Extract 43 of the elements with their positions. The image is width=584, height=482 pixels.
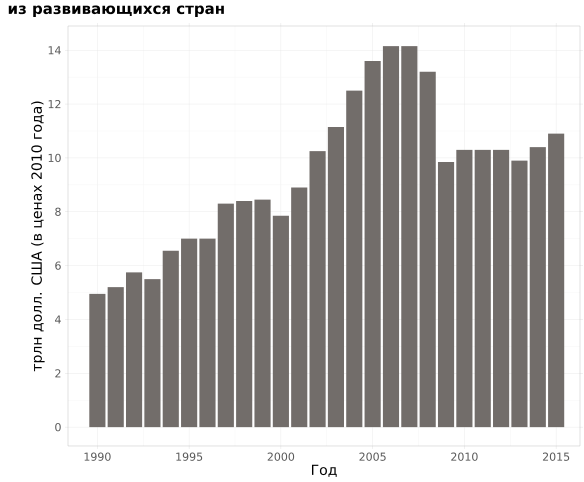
bar <box>291 188 308 428</box>
bar <box>420 72 436 428</box>
y-tick-label: 4 <box>55 315 61 324</box>
y-tick-label: 14 <box>48 46 61 54</box>
bar <box>181 238 198 428</box>
y-tick-label: 0 <box>55 422 61 432</box>
bar <box>310 151 326 428</box>
bar <box>254 200 271 428</box>
x-tick-label: 1995 <box>176 452 202 461</box>
bar <box>456 150 472 428</box>
bar <box>511 160 528 428</box>
y-tick-label: 10 <box>48 154 61 162</box>
bar <box>346 90 362 428</box>
bar <box>108 287 124 428</box>
x-tick-label: 1990 <box>84 452 111 461</box>
bar <box>530 147 546 428</box>
y-tick-label: 8 <box>55 208 61 216</box>
bar <box>272 216 289 428</box>
bar <box>548 134 564 428</box>
bar <box>493 150 510 428</box>
y-axis-title: трлн долл. США (в ценах 2010 года) <box>31 102 45 372</box>
bar <box>218 204 234 428</box>
bar <box>401 46 418 428</box>
bar <box>89 294 106 428</box>
x-axis-title: Год <box>312 464 337 477</box>
bar <box>364 60 381 428</box>
bar <box>162 250 179 428</box>
y-tick-label: 2 <box>55 369 60 378</box>
x-tick-label: 2010 <box>451 452 478 461</box>
bar <box>144 279 160 428</box>
bar <box>438 162 454 428</box>
bar <box>236 200 252 428</box>
y-tick-label: 6 <box>55 261 61 270</box>
x-tick-label: 2000 <box>268 452 294 461</box>
bar <box>199 238 216 428</box>
y-tick-label: 12 <box>48 100 60 108</box>
bar <box>382 46 400 428</box>
x-tick-label: 2005 <box>359 452 386 461</box>
chart-title: из развивающихся стран <box>8 6 224 18</box>
bar <box>126 272 142 428</box>
x-tick-label: 2015 <box>542 452 570 461</box>
bar <box>328 126 344 428</box>
bar <box>474 150 491 428</box>
